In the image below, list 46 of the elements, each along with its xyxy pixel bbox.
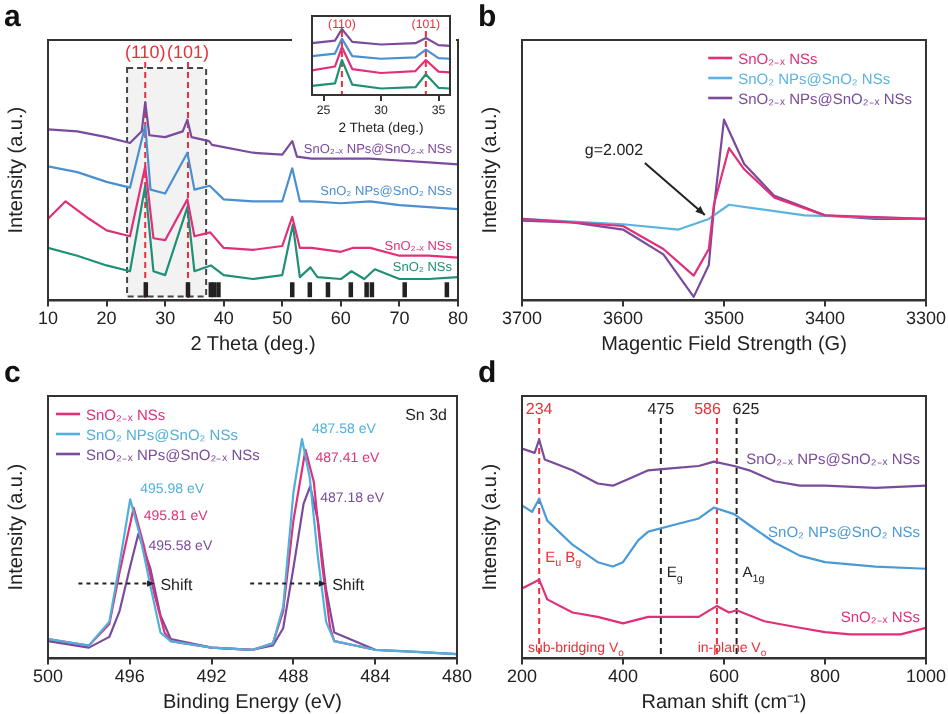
- x-tick-label: 20: [96, 308, 117, 329]
- chart-title: d: [478, 356, 497, 391]
- text: (110): [124, 42, 166, 62]
- chart-title: a: [4, 0, 22, 35]
- x-tick-label: 1000: [905, 666, 947, 687]
- x-tick-label: 10: [37, 308, 59, 329]
- y-axis-title: Intensity (a.u.): [5, 106, 28, 234]
- ref-line-label: 475: [647, 400, 676, 418]
- y-axis-title: Intensity (a.u.): [5, 463, 28, 591]
- x-tick-label: 492: [196, 666, 227, 687]
- x-tick-label: 484: [360, 666, 391, 687]
- x-tick-label: 496: [114, 666, 145, 687]
- ref-line-label: 625: [732, 400, 761, 418]
- chart-title: b: [478, 0, 497, 35]
- annotation: Shift: [332, 575, 366, 594]
- x-tick-label: 70: [389, 308, 410, 329]
- x-axis-title: Magentic Field Strength (G): [601, 333, 847, 356]
- x-tick-label: 3600: [602, 308, 644, 329]
- chart-title: c: [4, 356, 21, 391]
- ref-line-label: 586: [694, 400, 723, 418]
- x-tick-label: 3500: [703, 308, 745, 329]
- x-tick-label: 60: [330, 308, 351, 329]
- text: Sn 3d: [405, 406, 447, 424]
- x-tick-label: 600: [708, 666, 740, 687]
- x-tick-label: 488: [278, 666, 309, 687]
- annotation: g=2.002: [584, 140, 645, 159]
- x-tick-label: 200: [506, 666, 538, 687]
- x-tick-label: 800: [809, 666, 841, 687]
- x-tick-label: 50: [272, 308, 293, 329]
- x-axis-title: 2 Theta (deg.): [190, 333, 316, 356]
- x-tick-label: 3700: [501, 308, 543, 329]
- y-axis-title: Intensity (a.u.): [479, 106, 502, 234]
- x-tick-label: 500: [32, 666, 64, 687]
- x-tick-label: 3300: [905, 308, 947, 329]
- x-tick-label: 480: [441, 666, 473, 687]
- x-tick-label: 3400: [804, 308, 846, 329]
- x-axis-title: Binding Energy (eV): [162, 691, 342, 714]
- x-axis-title: Raman shift (cm⁻¹): [641, 691, 807, 714]
- annotation: Shift: [160, 575, 194, 594]
- x-tick-label: 400: [607, 666, 639, 687]
- x-tick-label: 40: [213, 308, 234, 329]
- x-tick-label: 30: [155, 308, 176, 329]
- text: (101): [166, 42, 210, 62]
- x-tick-label: 80: [447, 308, 469, 329]
- ref-line-label: 234: [525, 400, 554, 418]
- y-axis-title: Intensity (a.u.): [479, 463, 502, 591]
